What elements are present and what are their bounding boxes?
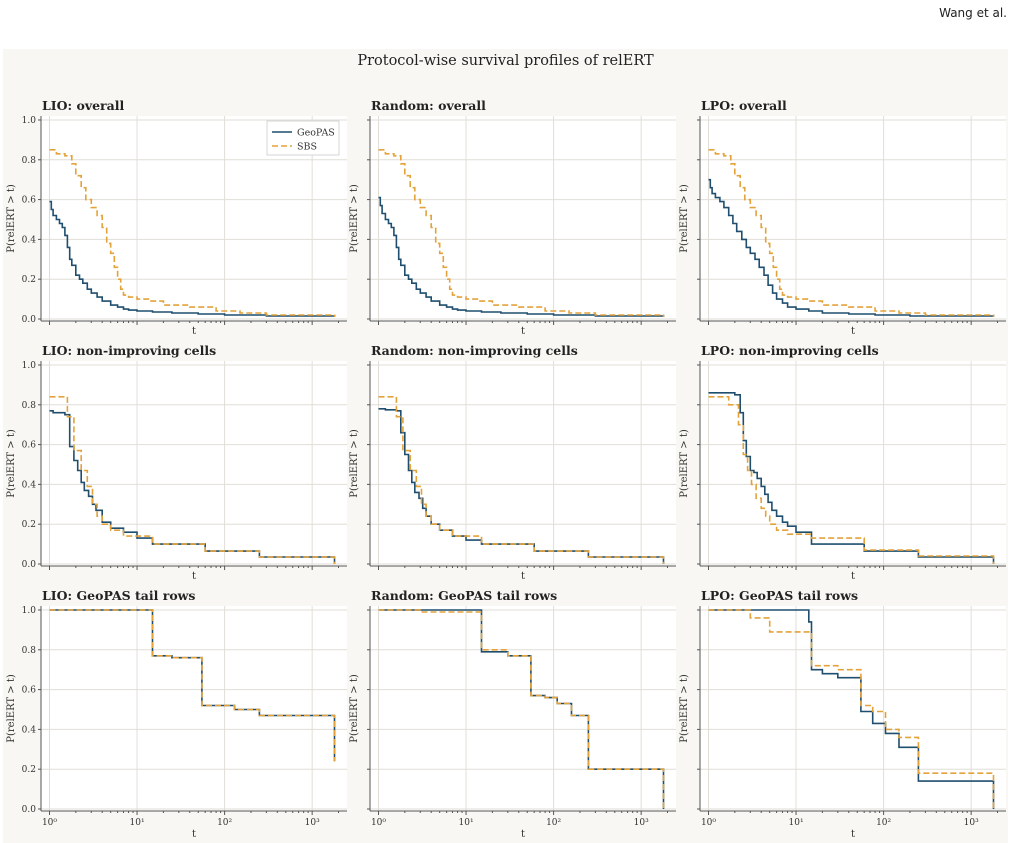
x-tick-label: 10² [217, 818, 232, 828]
legend-label: GeoPAS [297, 128, 335, 139]
subplot-title: Random: non-improving cells [371, 343, 578, 358]
x-tick-label: 10¹ [459, 818, 474, 828]
y-axis-label: P(relERT > t) [349, 429, 360, 498]
y-axis-label: P(relERT > t) [349, 674, 360, 743]
series-sbs-line [708, 609, 995, 809]
y-axis-label: P(relERT > t) [6, 184, 17, 253]
series-sbs-line [49, 396, 336, 564]
subplot-2: t P(relERT > t) Random: overall [349, 98, 676, 337]
x-tick-label: 10¹ [789, 818, 804, 828]
y-tick-label: 0.8 [22, 401, 37, 411]
y-tick-label: 0.0 [22, 805, 37, 815]
y-tick-label: 0.4 [22, 725, 37, 735]
x-axis-label: t [192, 571, 196, 582]
y-tick-label: 0.0 [22, 315, 37, 325]
y-tick-label: 0.0 [22, 560, 37, 570]
series-geopas-line [378, 196, 665, 317]
subplot-title: Random: GeoPAS tail rows [371, 588, 557, 603]
subplot-title: LIO: non-improving cells [42, 343, 216, 358]
legend-box [266, 120, 340, 156]
subplot-9: 10⁰ 10¹ 10² 10³ t P(relERT > t) LPO: GeoPAS ta… [679, 588, 1006, 840]
x-tick-label: 10³ [634, 818, 649, 828]
plot-area [700, 606, 1006, 811]
y-axis-label: P(relERT > t) [349, 184, 360, 253]
figure: Protocol-wise survival profiles of relER… [3, 49, 1008, 843]
y-axis-label: P(relERT > t) [6, 674, 17, 743]
series-sbs-line [49, 149, 336, 317]
y-tick-label: 0.6 [22, 686, 37, 696]
legend-label: SBS [297, 142, 317, 153]
plot-area [41, 361, 347, 566]
series-geopas-line [378, 408, 665, 564]
y-tick-label: 1.0 [22, 116, 37, 126]
y-tick-label: 0.8 [22, 156, 37, 166]
y-axis-label: P(relERT > t) [679, 429, 690, 498]
subplot-title: LPO: GeoPAS tail rows [701, 588, 858, 603]
running-head: Wang et al. [939, 6, 1007, 20]
subplot-3: t P(relERT > t) LPO: overall [679, 98, 1006, 337]
x-axis-label: t [521, 829, 525, 840]
y-tick-label: 0.6 [22, 196, 37, 206]
series-geopas-line [49, 410, 336, 564]
y-axis-label: P(relERT > t) [679, 184, 690, 253]
y-tick-label: 0.8 [22, 646, 37, 656]
series-sbs-line [378, 149, 665, 317]
series-sbs-line [708, 149, 995, 317]
y-tick-label: 1.0 [22, 606, 37, 616]
x-tick-label: 10¹ [130, 818, 145, 828]
y-tick-label: 0.4 [22, 235, 37, 245]
series-geopas-line [708, 392, 995, 564]
y-tick-label: 0.6 [22, 441, 37, 451]
y-tick-label: 0.2 [22, 275, 36, 285]
x-axis-label: t [851, 326, 855, 337]
x-tick-label: 10² [546, 818, 561, 828]
x-tick-label: 10⁰ [371, 818, 386, 828]
series-sbs-line [49, 609, 336, 762]
x-axis-label: t [851, 571, 855, 582]
subplot-title: LPO: non-improving cells [701, 343, 879, 358]
survival-chart-grid: 0.0 0.2 0.4 0.6 0.8 1.0 t P(relERT > t) LIO: ove… [6, 98, 1006, 840]
plot-area [41, 606, 347, 811]
x-tick-label: 10³ [964, 818, 979, 828]
subplot-title: LIO: overall [42, 98, 124, 113]
plot-area [370, 361, 676, 566]
y-tick-label: 0.4 [22, 480, 37, 490]
y-axis-label: P(relERT > t) [679, 674, 690, 743]
subplot-title: LIO: GeoPAS tail rows [42, 588, 195, 603]
series-geopas-line [708, 178, 995, 317]
subplot-title: Random: overall [371, 98, 486, 113]
y-tick-label: 1.0 [22, 361, 37, 371]
x-tick-label: 10⁰ [42, 818, 57, 828]
plot-area [700, 361, 1006, 566]
y-axis-label: P(relERT > t) [6, 429, 17, 498]
series-sbs-line [378, 396, 665, 564]
subplot-title: LPO: overall [701, 98, 787, 113]
x-axis-label: t [521, 571, 525, 582]
subplot-6: t P(relERT > t) LPO: non-improving cells [679, 343, 1006, 582]
subplot-7: 0.0 0.2 0.4 0.6 0.8 1.0 10⁰ 10¹ 10² 10³ t P(relERT … [6, 588, 347, 840]
x-tick-label: 10⁰ [701, 818, 716, 828]
plot-area [700, 116, 1006, 321]
x-axis-label: t [192, 326, 196, 337]
plot-area [370, 116, 676, 321]
x-axis-label: t [192, 829, 196, 840]
figure-title: Protocol-wise survival profiles of relER… [357, 53, 654, 69]
x-axis-label: t [521, 326, 525, 337]
legend: GeoPAS SBS [266, 120, 340, 156]
series-sbs-line [378, 609, 665, 809]
x-tick-label: 10³ [305, 818, 320, 828]
x-axis-label: t [851, 829, 855, 840]
y-tick-label: 0.2 [22, 520, 36, 530]
subplot-1: 0.0 0.2 0.4 0.6 0.8 1.0 t P(relERT > t) LIO: ove… [6, 98, 347, 337]
subplot-4: 0.0 0.2 0.4 0.6 0.8 1.0 t P(relERT > t) LIO: non… [6, 343, 347, 582]
series-geopas-line [49, 200, 336, 317]
subplot-5: t P(relERT > t) Random: non-improving cell… [349, 343, 676, 582]
x-tick-label: 10² [876, 818, 891, 828]
plot-area [370, 606, 676, 811]
y-tick-label: 0.2 [22, 765, 36, 775]
subplot-8: 10⁰ 10¹ 10² 10³ t P(relERT > t) Random: GeoPAS… [349, 588, 676, 840]
